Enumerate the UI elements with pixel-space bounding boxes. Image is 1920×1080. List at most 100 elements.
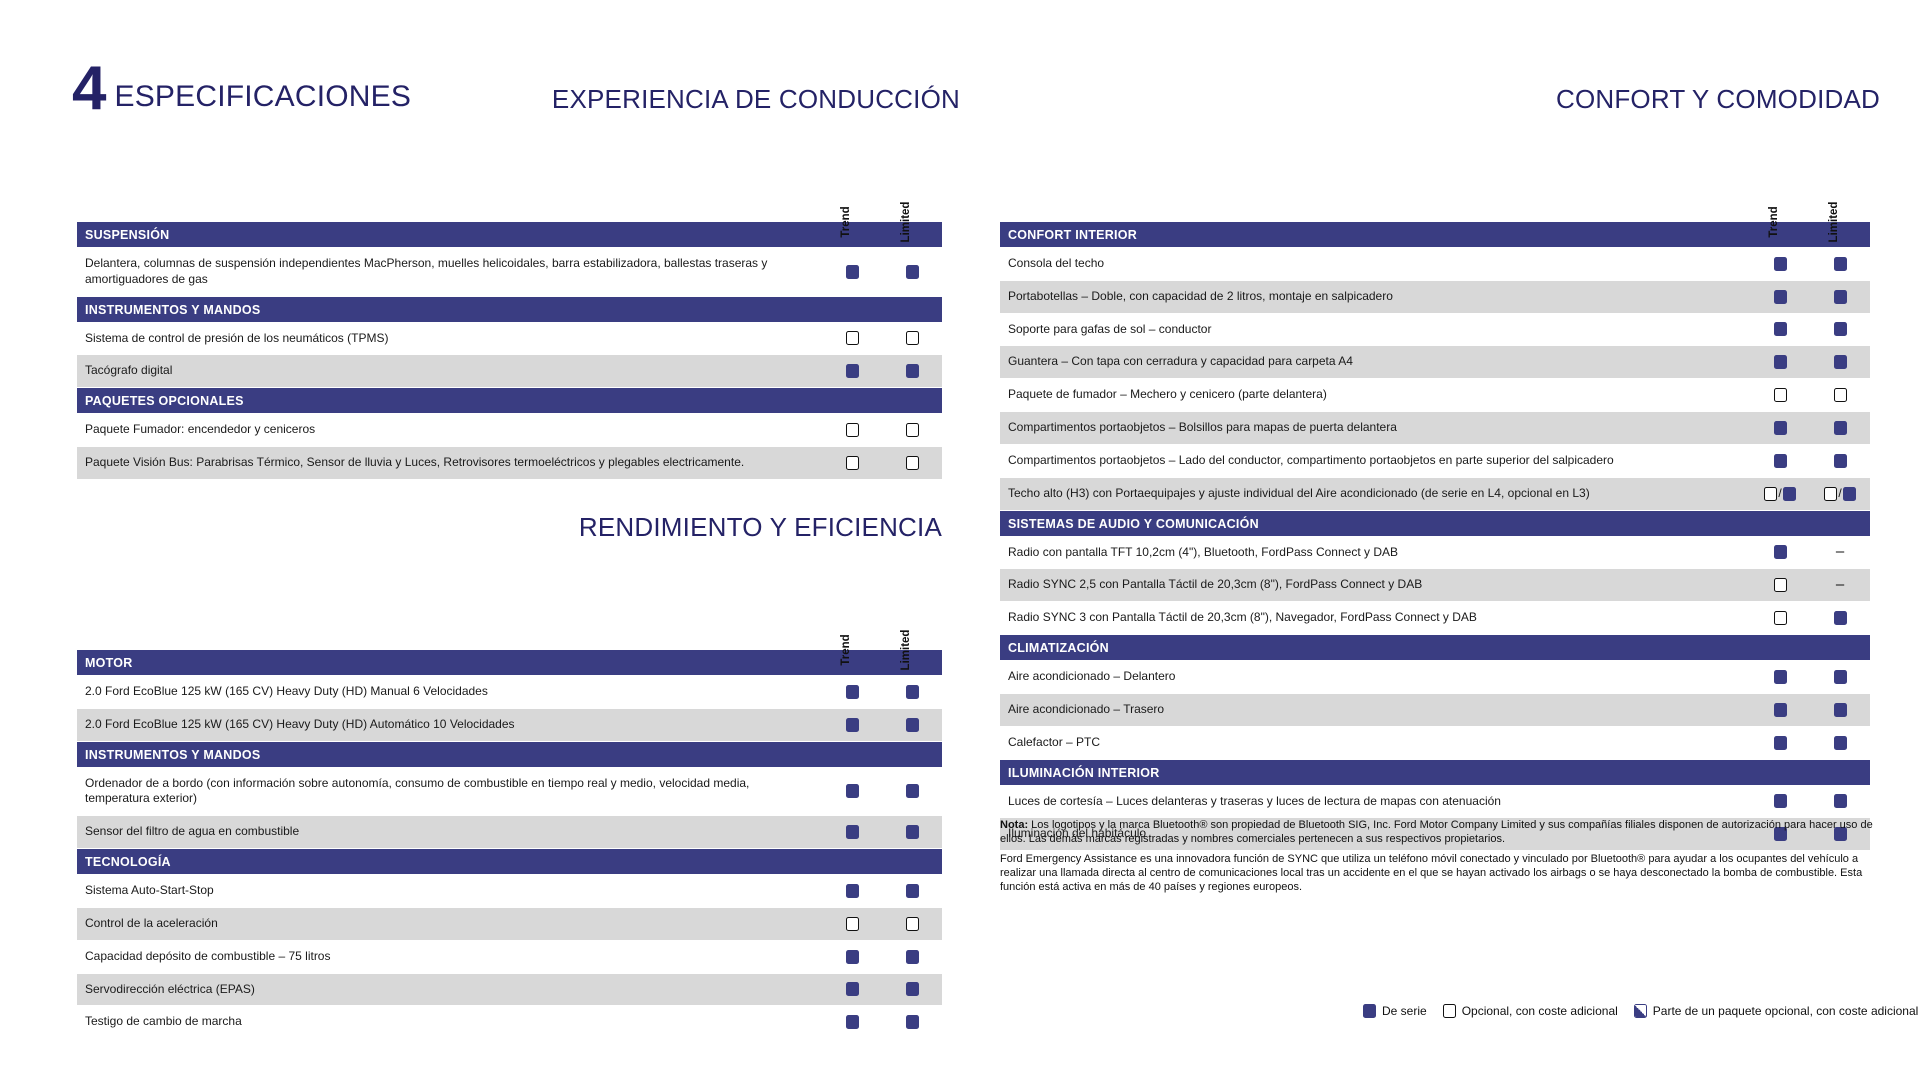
standard-mark-icon [1773, 794, 1787, 809]
feature-label: Consola del techo [1000, 247, 1750, 281]
table-group-header: ILUMINACIÓN INTERIOR [1000, 759, 1870, 786]
trend-cell [1750, 345, 1810, 380]
table-row: Delantera, columnas de suspensión indepe… [77, 247, 942, 297]
standard-mark-icon [1773, 256, 1787, 271]
column-header-limited: Limited [900, 629, 912, 671]
standard-mark-icon [905, 717, 919, 732]
limited-cell [1810, 660, 1870, 694]
table-row: Compartimentos portaobjetos – Bolsillos … [1000, 411, 1870, 445]
table-group-label: PAQUETES OPCIONALES [77, 387, 822, 415]
optional-or-standard-mark-icon: / [1824, 486, 1856, 501]
limited-cell [882, 675, 942, 709]
trend-cell [1750, 411, 1810, 445]
table-group-header: PAQUETES OPCIONALES [77, 387, 942, 415]
standard-mark-icon [845, 364, 859, 379]
limited-cell [882, 322, 942, 356]
standard-mark-icon [1833, 453, 1847, 468]
table-group-label: CLIMATIZACIÓN [1000, 634, 1750, 662]
optional-mark-icon [905, 331, 919, 346]
feature-label: Ordenador de a bordo (con información so… [77, 767, 822, 817]
column-header-limited: Limited [1828, 201, 1840, 243]
optional-mark-icon [1764, 486, 1778, 501]
limited-cell [882, 815, 942, 850]
driving-table-head: Trend Limited [77, 160, 942, 243]
footnote: Nota: Los logotipos y la marca Bluetooth… [1000, 818, 1880, 899]
table-row: Testigo de cambio de marcha [77, 1005, 942, 1040]
optional-mark-icon [845, 455, 859, 470]
table-row: Radio SYNC 2,5 con Pantalla Táctil de 20… [1000, 568, 1870, 603]
driving-table-wrapper: Trend Limited SUSPENSIÓN Delantera, colum… [77, 160, 942, 480]
trend-cell [822, 1005, 882, 1040]
table-row: Portabotellas – Doble, con capacidad de … [1000, 280, 1870, 314]
feature-label: Radio SYNC 3 con Pantalla Táctil de 20,3… [1000, 601, 1750, 636]
standard-mark-icon [1773, 453, 1787, 468]
standard-mark-icon [905, 684, 919, 699]
standard-mark-icon [905, 949, 919, 964]
table-group-label: INSTRUMENTOS Y MANDOS [77, 296, 822, 323]
footnote-paragraph-2: Ford Emergency Assistance es una innovad… [1000, 852, 1863, 894]
limited-cell [882, 973, 942, 1007]
table-row: Aire acondicionado – Trasero [1000, 693, 1870, 727]
standard-mark-icon [905, 982, 919, 997]
feature-label: Radio SYNC 2,5 con Pantalla Táctil de 20… [1000, 568, 1750, 603]
feature-label: Sensor del filtro de agua en combustible [77, 815, 822, 850]
limited-cell [1810, 247, 1870, 281]
table-row: 2.0 Ford EcoBlue 125 kW (165 CV) Heavy D… [77, 675, 942, 709]
table-row: Sensor del filtro de agua en combustible [77, 815, 942, 850]
trend-cell [1750, 313, 1810, 347]
column-header-trend: Trend [840, 206, 852, 238]
table-row: Sistema de control de presión de los neu… [77, 322, 942, 356]
feature-label: Compartimentos portaobjetos – Lado del c… [1000, 444, 1750, 478]
trend-cell [1750, 444, 1810, 478]
optional-mark-icon [845, 916, 859, 931]
trend-cell [1750, 785, 1810, 819]
standard-mark-icon [845, 264, 859, 279]
standard-mark-icon [1773, 702, 1787, 717]
limited-cell [1810, 693, 1870, 727]
not-available-mark-icon: – [1835, 576, 1845, 594]
standard-mark-icon [905, 883, 919, 898]
table-row: Guantera – Con tapa con cerradura y capa… [1000, 345, 1870, 380]
table-group-header: INSTRUMENTOS Y MANDOS [77, 296, 942, 323]
driving-table-body: SUSPENSIÓN Delantera, columnas de suspens… [77, 222, 942, 480]
table-row: Paquete de fumador – Mechero y cenicero … [1000, 378, 1870, 413]
feature-label: Testigo de cambio de marcha [77, 1005, 822, 1040]
table-row: Paquete Fumador: encendedor y ceniceros [77, 413, 942, 448]
driving-table: Trend Limited SUSPENSIÓN Delantera, colum… [77, 160, 942, 480]
standard-mark-icon [905, 825, 919, 840]
limited-cell [882, 708, 942, 742]
optional-mark-icon [905, 916, 919, 931]
standard-mark-icon [845, 684, 859, 699]
trend-cell [822, 354, 882, 389]
limited-cell [1810, 345, 1870, 380]
feature-label: Techo alto (H3) con Portaequipajes y aju… [1000, 477, 1750, 511]
standard-mark-icon [1782, 486, 1796, 501]
table-row: Techo alto (H3) con Portaequipajes y aju… [1000, 477, 1870, 511]
standard-mark-icon [1773, 355, 1787, 370]
table-row: 2.0 Ford EcoBlue 125 kW (165 CV) Heavy D… [77, 708, 942, 742]
legend-item-standard: De serie [1363, 1004, 1427, 1018]
trend-cell [1750, 536, 1810, 570]
standard-mark-icon [1773, 420, 1787, 435]
optional-mark-icon [1824, 486, 1838, 501]
footnote-text-1: Los logotipos y la marca Bluetooth® son … [1000, 819, 1873, 846]
standard-mark-icon [845, 949, 859, 964]
feature-label: Calefactor – PTC [1000, 726, 1750, 760]
standard-mark-icon [1833, 355, 1847, 370]
table-row: Aire acondicionado – Delantero [1000, 660, 1870, 694]
table-group-label: TECNOLOGÍA [77, 848, 822, 876]
table-row: Ordenador de a bordo (con información so… [77, 767, 942, 817]
standard-mark-icon [1773, 322, 1787, 337]
standard-mark-icon [905, 1015, 919, 1030]
standard-mark-icon [1773, 545, 1787, 560]
optional-mark-icon [905, 455, 919, 470]
limited-cell [1810, 313, 1870, 347]
limited-cell [1810, 817, 1870, 852]
legend-label-standard: De serie [1382, 1004, 1427, 1018]
table-group-header: SUSPENSIÓN [77, 222, 942, 248]
standard-mark-icon [845, 883, 859, 898]
optional-mark-icon [845, 331, 859, 346]
table-row: Consola del techo [1000, 247, 1870, 281]
performance-table-wrapper: Trend Limited MOTOR 2.0 Ford EcoBlue 125 … [77, 588, 942, 1040]
